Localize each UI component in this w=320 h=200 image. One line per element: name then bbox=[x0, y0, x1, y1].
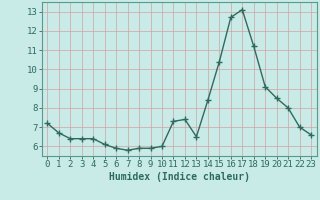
X-axis label: Humidex (Indice chaleur): Humidex (Indice chaleur) bbox=[109, 172, 250, 182]
